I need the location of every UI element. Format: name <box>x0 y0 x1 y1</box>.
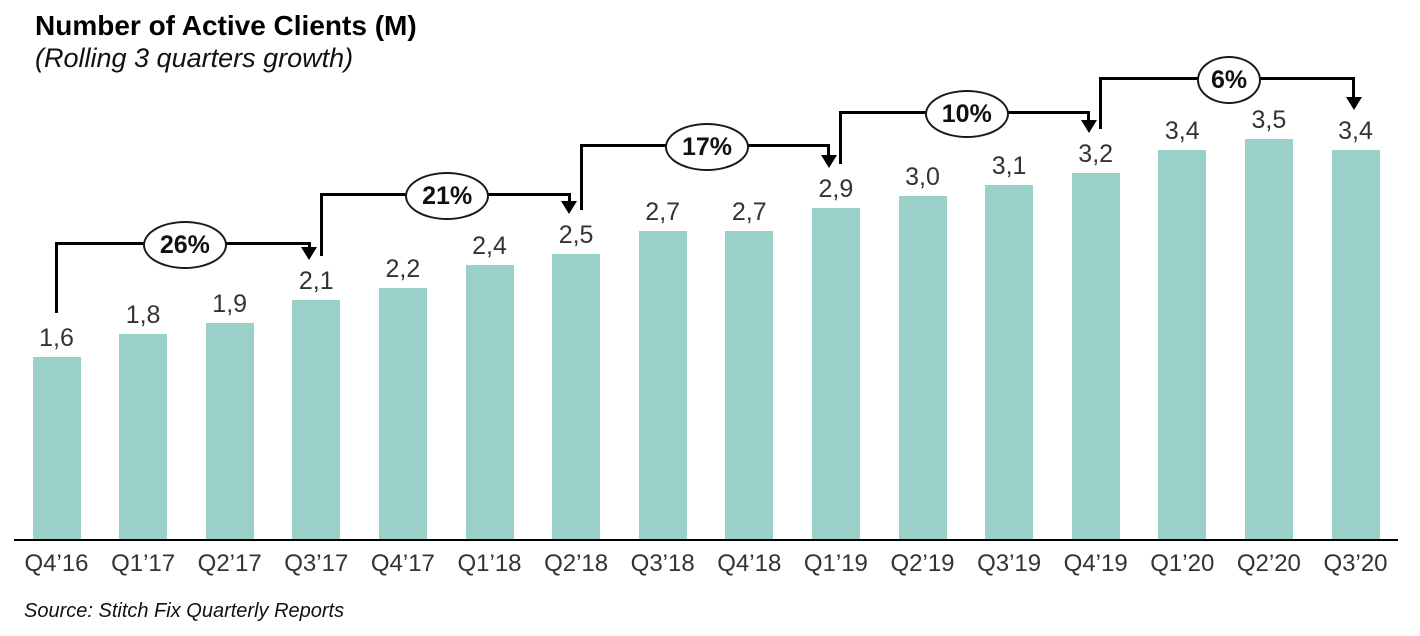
value-label-Q2’17: 1,9 <box>212 289 248 318</box>
bracket-arrowhead-17% <box>820 154 837 168</box>
bracket-start-line-21% <box>319 194 323 256</box>
value-label-Q2’20: 3,5 <box>1251 105 1287 134</box>
source-note: Source: Stitch Fix Quarterly Reports <box>24 600 345 622</box>
value-label-Q4’18: 2,7 <box>731 197 767 226</box>
bar-Q1’18 <box>465 265 514 539</box>
value-label-Q1’17: 1,8 <box>125 301 161 329</box>
value-label-Q4’19: 3,2 <box>1078 140 1114 168</box>
bracket-arrow-shaft-21% <box>567 194 571 202</box>
axis-label-Q3’20: Q3’20 <box>1323 550 1388 577</box>
bracket-arrowhead-26% <box>301 246 318 260</box>
bracket-start-line-17% <box>579 145 583 210</box>
chart-header: Number of Active Clients (M) (Rolling 3 … <box>35 10 417 75</box>
bracket-arrowhead-6% <box>1345 97 1362 110</box>
axis-label-Q1’18: Q1’18 <box>457 550 522 577</box>
value-label-Q2’19: 3,0 <box>905 163 940 191</box>
bracket-arrow-shaft-10% <box>1087 112 1091 121</box>
x-axis-line <box>14 539 1398 541</box>
axis-label-Q2’19: Q2’19 <box>890 550 955 577</box>
value-label-Q3’17: 2,1 <box>298 266 334 295</box>
axis-label-Q3’19: Q3’19 <box>977 550 1042 577</box>
bar-Q2’20 <box>1244 138 1293 539</box>
value-label-Q1’19: 2,9 <box>818 174 854 203</box>
bracket-arrow-shaft-26% <box>307 243 311 248</box>
bar-Q2’17 <box>205 322 254 539</box>
axis-label-Q2’20: Q2’20 <box>1236 550 1301 577</box>
axis-label-Q4’16: Q4’16 <box>24 550 89 577</box>
bar-Q2’18 <box>552 253 601 539</box>
growth-badge-26%: 26% <box>142 221 227 269</box>
bar-Q3’19 <box>985 184 1034 539</box>
bracket-arrowhead-10% <box>1080 120 1097 133</box>
bracket-start-line-6% <box>1099 78 1103 129</box>
axis-label-Q4’19: Q4’19 <box>1063 550 1128 577</box>
bracket-start-line-26% <box>55 243 58 313</box>
bracket-arrow-shaft-6% <box>1352 78 1355 98</box>
value-label-Q4’17: 2,2 <box>385 255 421 283</box>
axis-label-Q2’17: Q2’17 <box>197 550 262 577</box>
value-label-Q4’16: 1,6 <box>39 324 74 352</box>
growth-badge-21%: 21% <box>405 172 490 220</box>
bar-Q2’19 <box>898 196 947 539</box>
bracket-arrow-shaft-17% <box>827 145 831 156</box>
bar-Q4’17 <box>378 288 427 539</box>
axis-label-Q3’17: Q3’17 <box>284 550 349 577</box>
growth-badge-17%: 17% <box>665 123 749 171</box>
bracket-arrowhead-21% <box>561 200 578 214</box>
axis-label-Q1’17: Q1’17 <box>111 550 176 577</box>
axis-label-Q1’20: Q1’20 <box>1150 550 1215 577</box>
axis-label-Q3’18: Q3’18 <box>630 550 695 577</box>
axis-label-Q2’18: Q2’18 <box>544 550 609 577</box>
axis-label-Q4’18: Q4’18 <box>717 550 782 577</box>
bar-Q1’20 <box>1158 150 1207 539</box>
growth-badge-10%: 10% <box>924 90 1009 138</box>
value-label-Q1’18: 2,4 <box>472 232 507 260</box>
axis-label-Q4’17: Q4’17 <box>370 550 435 577</box>
chart-subtitle: (Rolling 3 quarters growth) <box>35 43 354 74</box>
bar-Q4’18 <box>725 230 774 539</box>
bracket-start-line-10% <box>839 112 843 164</box>
value-label-Q3’19: 3,1 <box>991 151 1027 180</box>
chart-title: Number of Active Clients (M) <box>35 10 417 41</box>
growth-badge-6%: 6% <box>1197 56 1262 104</box>
axis-label-Q1’19: Q1’19 <box>803 550 868 577</box>
bar-Q3’17 <box>292 299 341 539</box>
bar-Q3’18 <box>638 230 687 539</box>
bar-Q1’17 <box>119 334 168 539</box>
bar-Q4’16 <box>32 357 81 539</box>
value-label-Q3’20: 3,4 <box>1338 117 1373 145</box>
value-label-Q1’20: 3,4 <box>1164 117 1200 145</box>
bar-Q1’19 <box>811 207 860 539</box>
value-label-Q2’18: 2,5 <box>558 220 594 249</box>
bar-Q4’19 <box>1071 173 1120 539</box>
bar-Q3’20 <box>1331 150 1380 539</box>
value-label-Q3’18: 2,7 <box>645 197 681 226</box>
